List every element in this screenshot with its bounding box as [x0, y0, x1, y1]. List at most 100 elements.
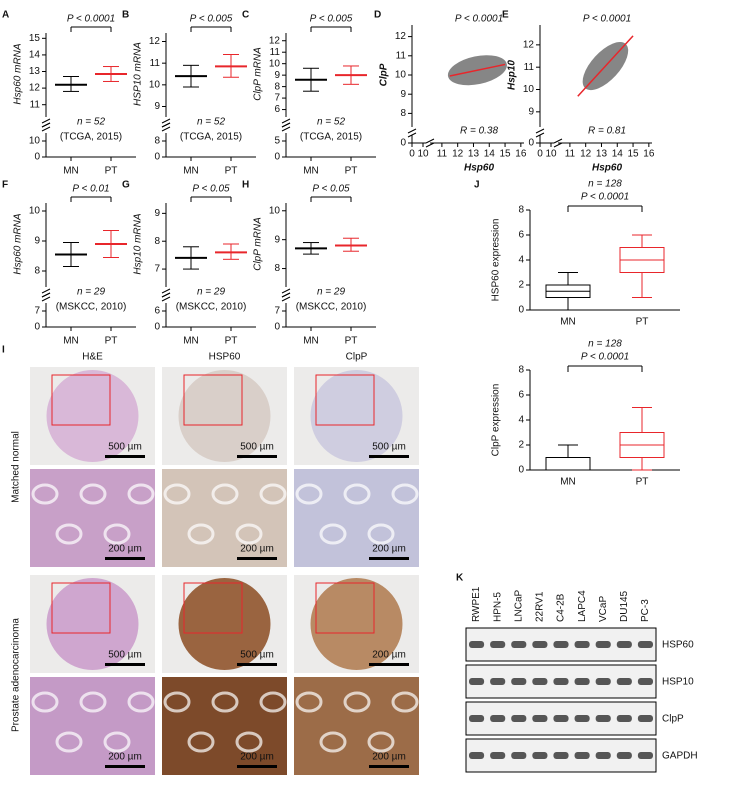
y-axis-label: ClpP expression	[491, 384, 502, 457]
zoom-box	[315, 582, 375, 634]
gland	[103, 731, 131, 753]
axis-break	[407, 132, 417, 138]
gland	[55, 523, 83, 545]
panel-letter: K	[456, 573, 464, 584]
gland	[163, 691, 191, 713]
axis-break	[41, 118, 51, 124]
x-tick-label: 14	[484, 149, 496, 160]
lane-label: LAPC4	[577, 590, 588, 622]
n-label: n = 29	[77, 287, 106, 298]
band	[616, 752, 632, 759]
y-tick-label: 7	[34, 306, 40, 317]
p-value: P < 0.005	[310, 14, 353, 25]
n-label: n = 128	[588, 339, 622, 350]
y-tick-label: 8	[34, 266, 40, 277]
x-tick-label: MN	[63, 166, 79, 177]
axis-break	[161, 288, 171, 294]
scale-bar	[237, 765, 277, 768]
band	[490, 752, 506, 759]
fit-line	[577, 35, 634, 97]
gland	[391, 691, 419, 713]
p-value: P < 0.0001	[67, 14, 115, 25]
x-tick-label: PT	[225, 166, 238, 177]
x-tick-label: 0	[537, 149, 543, 160]
protein-label: HSP10	[662, 677, 694, 688]
panel-letter: B	[122, 10, 129, 21]
panel-letter: G	[122, 180, 130, 191]
n-label: n = 29	[317, 287, 346, 298]
x-tick-label: PT	[345, 336, 358, 347]
source-label: (MSKCC, 2010)	[296, 302, 367, 313]
y-tick-label: 11	[396, 50, 407, 61]
y-tick-label: 13	[29, 66, 41, 77]
tissue-core	[178, 370, 271, 462]
x-tick-label: 11	[437, 149, 448, 160]
y-axis-label: ClpP	[379, 63, 390, 86]
gland	[55, 731, 83, 753]
y-tick-label: 12	[29, 83, 41, 94]
y-tick-label: 8	[154, 136, 160, 147]
lane-label: C4-2B	[556, 593, 567, 622]
gland	[103, 523, 131, 545]
column-header: ClpP	[346, 352, 368, 363]
x-tick-label: 14	[612, 149, 624, 160]
y-tick-label: 8	[274, 81, 280, 92]
band	[616, 678, 632, 685]
y-tick-label: 9	[154, 208, 160, 219]
y-tick-label: 11	[150, 58, 161, 69]
y-tick-label: 6	[518, 230, 524, 241]
scale-bar	[369, 557, 409, 560]
gland	[295, 691, 323, 713]
axis-break	[41, 126, 51, 132]
band	[595, 641, 611, 648]
y-tick-label: 10	[269, 58, 281, 69]
gland	[163, 483, 191, 505]
band	[532, 752, 548, 759]
gland	[367, 731, 395, 753]
panel-letter: C	[242, 10, 249, 21]
row-label: Matched normal	[11, 431, 22, 503]
y-tick-label: 0	[400, 138, 406, 149]
p-value: P < 0.05	[192, 184, 230, 195]
tissue-core	[310, 370, 403, 462]
zoom-box	[51, 582, 111, 634]
y-tick-label: 8	[274, 263, 280, 274]
y-tick-label: 7	[274, 93, 280, 104]
tissue-core	[46, 370, 139, 462]
fit-line	[449, 63, 506, 77]
axis-break	[41, 296, 51, 302]
n-label: n = 52	[77, 117, 106, 128]
band	[616, 641, 632, 648]
gland	[367, 523, 395, 545]
axis-break	[161, 296, 171, 302]
y-tick-label: 4	[518, 415, 524, 426]
band	[511, 715, 527, 722]
y-tick-label: 0	[518, 305, 524, 316]
band	[532, 641, 548, 648]
x-tick-label: 15	[499, 149, 511, 160]
protein-label: ClpP	[662, 714, 684, 725]
y-axis-label: Hsp60 mRNA	[13, 43, 24, 104]
y-tick-label: 6	[274, 104, 280, 115]
scale-bar	[105, 557, 145, 560]
y-tick-label: 8	[400, 108, 406, 119]
x-tick-label: 12	[580, 149, 592, 160]
y-tick-label: 10	[29, 136, 41, 147]
gland	[187, 523, 215, 545]
gland	[343, 691, 371, 713]
axis-break	[281, 292, 291, 298]
band	[637, 752, 653, 759]
scale-bar	[369, 663, 409, 666]
panel-letter: H	[242, 180, 249, 191]
n-label: n = 52	[317, 117, 346, 128]
y-tick-label: 0	[528, 138, 534, 149]
y-axis-label: Hsp10 mRNA	[133, 213, 144, 274]
x-tick-label: MN	[183, 336, 199, 347]
lane-label: HPN-5	[492, 592, 503, 622]
y-tick-label: 15	[29, 33, 41, 44]
p-value: P < 0.0001	[581, 192, 629, 203]
band	[532, 715, 548, 722]
gland	[235, 523, 263, 545]
y-tick-label: 9	[274, 70, 280, 81]
protein-label: HSP60	[662, 640, 694, 651]
